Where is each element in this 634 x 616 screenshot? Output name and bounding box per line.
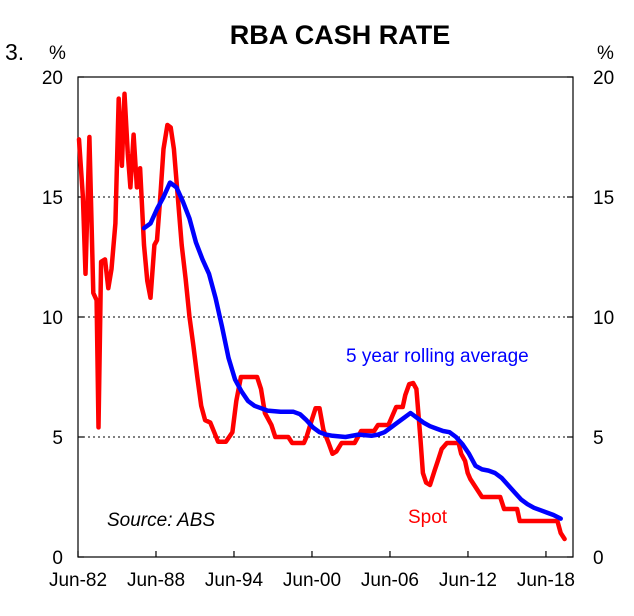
- annotation-spot: Spot: [408, 507, 448, 528]
- chart-number: 3.: [5, 39, 24, 65]
- series-line-5yr-average: [141, 180, 563, 521]
- y-unit-right: %: [597, 43, 614, 64]
- x-tick-label: Jun-88: [127, 570, 185, 591]
- x-tick-label: Jun-82: [49, 570, 107, 591]
- annotation-5yr-average: 5 year rolling average: [346, 346, 529, 367]
- y-axis-labels-left: 0 5 10 15 20: [42, 68, 63, 569]
- y-tick-label-right: 20: [593, 68, 614, 89]
- y-tick-label-right: 0: [593, 548, 604, 569]
- x-axis-labels: Jun-82 Jun-88 Jun-94 Jun-00 Jun-06 Jun-12 Jun-…: [49, 570, 575, 591]
- x-tick-label: Jun-06: [361, 570, 419, 591]
- x-tick-label: Jun-94: [205, 570, 264, 591]
- y-axis-labels-right: 0 5 10 15 20: [593, 68, 614, 569]
- y-tick-label-left: 10: [42, 308, 63, 329]
- x-tick-label: Jun-18: [517, 570, 575, 591]
- y-tick-label-right: 15: [593, 188, 614, 209]
- x-tick-label: Jun-00: [283, 570, 341, 591]
- y-tick-label-right: 5: [593, 428, 604, 449]
- chart-title: RBA CASH RATE: [230, 20, 451, 50]
- gridlines: [78, 196, 573, 438]
- y-unit-left: %: [49, 43, 66, 64]
- series-line-spot: [76, 91, 567, 542]
- y-tick-label-left: 0: [52, 548, 63, 569]
- y-tick-label-left: 5: [52, 428, 63, 449]
- y-tick-label-left: 15: [42, 188, 63, 209]
- source-note: Source: ABS: [107, 510, 215, 531]
- x-tick-label: Jun-12: [439, 570, 497, 591]
- axis-ticks: [77, 76, 573, 558]
- y-tick-label-left: 20: [42, 68, 63, 89]
- y-tick-label-right: 10: [593, 308, 614, 329]
